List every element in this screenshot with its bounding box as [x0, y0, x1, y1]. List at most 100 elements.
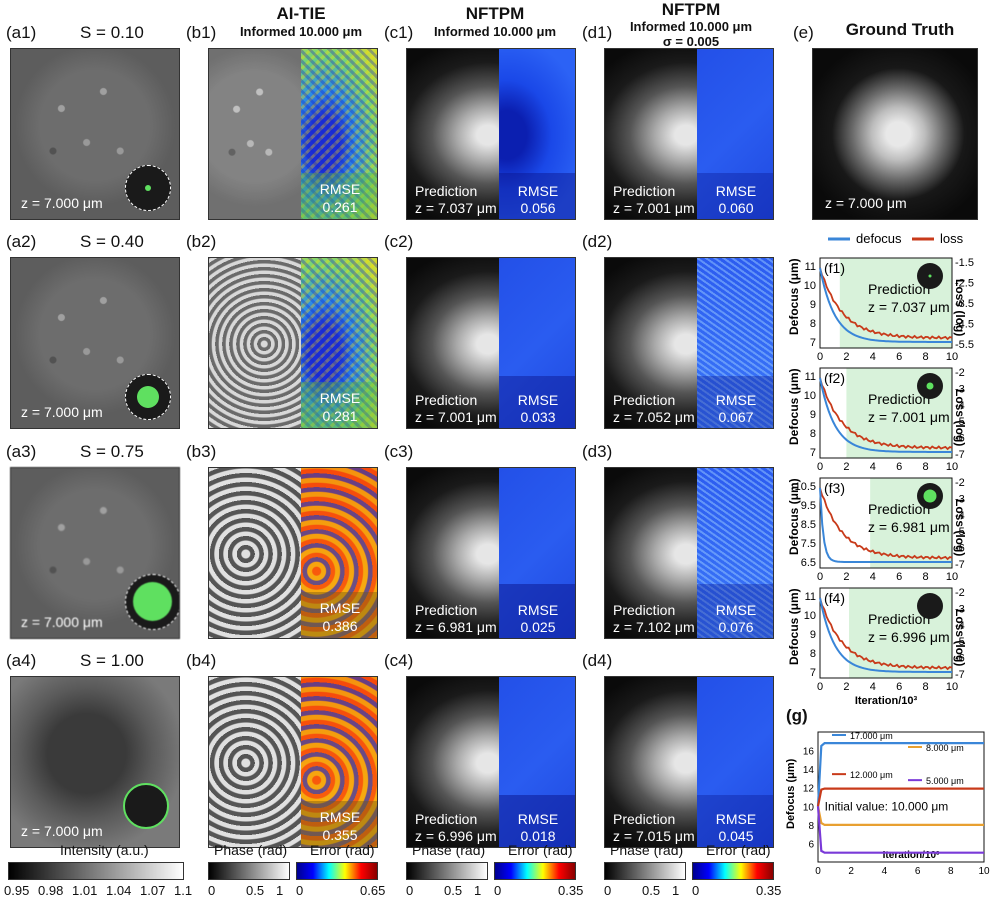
y-tick: 9: [810, 299, 816, 311]
y-tick: 6.5: [801, 557, 816, 569]
y-tick: 7: [810, 447, 816, 459]
panel-label-b2: (b2): [186, 232, 217, 251]
prediction-label: Prediction: [868, 611, 930, 627]
x-tick: 6: [896, 351, 902, 360]
nftpm-title-d: NFTPM: [661, 0, 721, 19]
y-axis-label: Defocus (μm): [787, 258, 801, 335]
prediction-value: z = 7.001 μm: [868, 409, 950, 425]
s-value-a4: S = 1.00: [80, 651, 144, 670]
loss-curve: [819, 487, 953, 561]
intensity-tick: 1.07: [140, 883, 166, 898]
panel-label: (f1): [824, 260, 845, 276]
prediction-label: Prediction: [613, 811, 676, 827]
y-tick: 9: [810, 409, 816, 421]
prediction-label: Prediction: [415, 392, 478, 408]
x-tick: 2: [843, 351, 849, 360]
y-tick: 8: [808, 821, 814, 832]
y-tick: 8: [810, 648, 816, 660]
image-b4: RMSE 0.355: [208, 676, 378, 848]
prediction-value: z = 7.001 μm: [415, 409, 497, 425]
c-error-colorbar-label: Error (rad): [508, 842, 573, 858]
c-phase-tick: 0.5: [444, 883, 463, 898]
x-tick: 4: [870, 571, 876, 580]
y-tick: 9.5: [801, 500, 816, 512]
y2-axis-label: Loss (log): [953, 609, 967, 666]
y2-axis-label: Loss (log): [953, 499, 967, 556]
y-tick: 11: [805, 591, 816, 603]
y-tick: 8: [810, 428, 816, 440]
y2-tick: -5: [955, 416, 965, 428]
image-c2: Prediction z = 7.001 μm RMSE 0.033: [406, 257, 576, 429]
panel-label: (f3): [824, 480, 845, 496]
d-error-tick: 0.35: [756, 883, 782, 898]
prediction-value: z = 7.052 μm: [613, 409, 695, 425]
y2-tick: -6: [955, 543, 965, 555]
y2-tick: -3: [955, 603, 965, 615]
y2-tick: -4: [955, 400, 965, 412]
x-tick: 10: [946, 461, 958, 470]
x-tick: 0: [817, 571, 823, 580]
d-error-tick: 0: [692, 883, 700, 898]
x-tick: 0: [817, 681, 823, 693]
image-d4: Prediction z = 7.015 μm RMSE 0.045: [604, 676, 774, 848]
panel-label: (f2): [824, 370, 845, 386]
image-c3: Prediction z = 6.981 μm RMSE 0.025: [406, 467, 576, 639]
panel-label-d4: (d4): [582, 651, 613, 670]
panel-label-d3: (d3): [582, 442, 613, 461]
prediction-value: z = 6.981 μm: [868, 519, 950, 535]
y-tick: 10: [803, 802, 815, 813]
x-tick: 8: [923, 571, 929, 580]
pupil-dot: [928, 274, 932, 278]
y-tick: 11: [805, 371, 816, 383]
y2-tick: -2: [955, 367, 965, 379]
chart-g: 16 14 12 10 8 6 0 2 4 6 8 10 Defocus (μm) Iteration/1…: [785, 731, 990, 877]
image-a3: z = 7.000 μm: [10, 467, 180, 639]
rmse-label: RMSE: [517, 602, 559, 618]
s-value-a3: S = 0.75: [80, 442, 144, 461]
y-tick: 10: [804, 390, 816, 402]
loss-curve: [819, 267, 953, 341]
y2-tick: -4: [955, 620, 965, 632]
y-tick: 7: [810, 667, 816, 679]
panel-label-c4: (c4): [384, 651, 414, 670]
panel-label-b4: (b4): [186, 651, 217, 670]
x-tick: 2: [843, 681, 849, 693]
y2-tick: -4: [955, 510, 965, 522]
x-tick: 0: [817, 461, 823, 470]
d-phase-colorbar: [604, 862, 686, 880]
intensity-tick: 1.04: [106, 883, 132, 898]
z-label: z = 7.000 μm: [825, 195, 907, 211]
rmse-label: RMSE: [319, 181, 361, 197]
b-phase-colorbar-label: Phase (rad): [214, 842, 288, 858]
defocus-curve: [819, 377, 952, 453]
s-value-a2: S = 0.40: [80, 232, 144, 251]
rmse-label: RMSE: [715, 183, 757, 199]
plot-frame: [819, 587, 953, 679]
x-tick: 8: [923, 681, 929, 693]
z-label: z = 7.000 μm: [21, 614, 103, 630]
image-b1: RMSE 0.261: [208, 48, 378, 220]
prediction-value: z = 6.996 μm: [868, 629, 950, 645]
d-error-colorbar: [692, 862, 774, 880]
y2-tick: -7: [955, 449, 965, 461]
panel-label-e: (e): [793, 23, 814, 42]
legend-entry: 12.000 μm: [850, 770, 893, 780]
prediction-label: Prediction: [868, 501, 930, 517]
rmse-value: 0.033: [520, 409, 556, 425]
ground-truth-title: Ground Truth: [845, 20, 955, 39]
panel-label-c1: (c1): [384, 23, 414, 42]
prediction-label: Prediction: [868, 281, 930, 297]
rmse-label: RMSE: [319, 390, 361, 406]
x-tick: 8: [948, 866, 954, 877]
image-c4: Prediction z = 6.996 μm RMSE 0.018: [406, 676, 576, 848]
defocus-curve: [819, 597, 952, 673]
rmse-value: 0.281: [322, 408, 358, 424]
x-tick: 6: [915, 866, 921, 877]
b-error-colorbar: [296, 862, 378, 880]
c-phase-colorbar-label: Phase (rad): [412, 842, 486, 858]
intensity-colorbar: [8, 862, 184, 880]
x-tick: 6: [896, 681, 902, 693]
intensity-tick: 1.01: [72, 883, 98, 898]
pupil-dot: [921, 597, 939, 615]
rmse-value: 0.355: [322, 827, 358, 843]
